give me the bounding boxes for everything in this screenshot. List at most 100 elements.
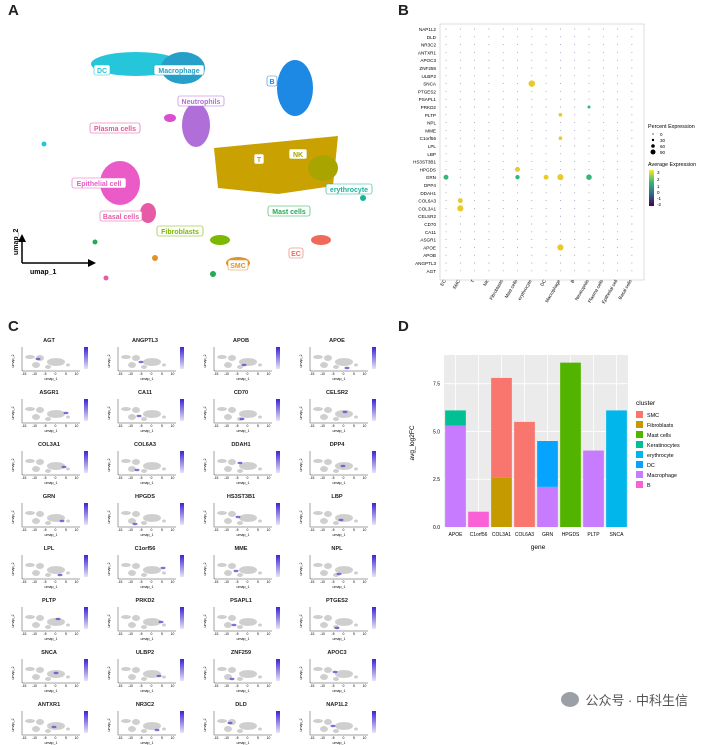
dot-baseline (459, 176, 461, 178)
dot-baseline (631, 59, 633, 61)
dot-baseline (459, 161, 461, 163)
feature-plot: COL6A3 umap_2 -15 -10 -5 0 5 10 umap_1 (104, 442, 186, 485)
expression-highlight (233, 569, 239, 573)
cell-cloud (66, 363, 70, 367)
cell-cloud (143, 722, 161, 730)
feature-colorbar (84, 607, 88, 629)
dot-baseline (474, 215, 476, 217)
dot-baseline (559, 44, 561, 46)
feature-plot-title: NAP1L2 (326, 702, 348, 708)
cell-cloud (45, 521, 51, 525)
feature-xlabel: umap_1 (45, 637, 58, 641)
dot-baseline (474, 200, 476, 202)
dot-baseline (602, 122, 604, 124)
dot-baseline (531, 262, 533, 264)
feature-x-tick: -5 (43, 684, 46, 688)
bar-segment (491, 377, 512, 478)
umap-xlabel: umap_1 (30, 269, 57, 276)
panel-label-d: D (398, 318, 409, 335)
bar-segment (606, 410, 627, 527)
dot-baseline (617, 153, 619, 155)
dot-baseline (488, 28, 490, 30)
dot-baseline (474, 122, 476, 124)
label-mast-cells: Mast cells (267, 205, 311, 217)
feature-x-tick: -10 (32, 736, 37, 740)
dot-baseline (502, 231, 504, 233)
dot-baseline (617, 168, 619, 170)
dot-baseline (559, 254, 561, 256)
feature-xlabel: umap_1 (237, 429, 250, 433)
cell-cloud (32, 674, 40, 680)
expression-dot (558, 136, 563, 141)
svg-text:Fibroblasts: Fibroblasts (161, 229, 199, 236)
cell-cloud (141, 573, 147, 577)
feature-x-tick: 5 (257, 528, 259, 532)
cell-cloud (162, 623, 166, 627)
dot-baseline (602, 215, 604, 217)
feature-ylabel: umap_2 (299, 355, 303, 368)
dot-baseline (602, 90, 604, 92)
cell-cloud (141, 417, 147, 421)
feature-xlabel: umap_1 (237, 481, 250, 485)
feature-x-tick: 10 (363, 528, 367, 532)
expression-highlight (53, 671, 59, 675)
dot-baseline (488, 90, 490, 92)
dot-baseline (574, 270, 576, 272)
feature-x-tick: -15 (214, 736, 219, 740)
cell-cloud (32, 622, 40, 628)
cell-cloud (320, 414, 328, 420)
cell-cloud (128, 414, 136, 420)
feature-plot: DDAH1 umap_2 -15 -10 -5 0 5 10 umap_1 (200, 442, 282, 485)
dot-baseline (574, 75, 576, 77)
dot-baseline (531, 28, 533, 30)
cluster-neutrophils (182, 103, 210, 147)
dot-baseline (631, 51, 633, 53)
cell-cloud (121, 563, 131, 567)
feature-colorbar (372, 399, 376, 421)
feature-x-tick: 0 (343, 684, 345, 688)
cell-cloud (47, 566, 65, 574)
dot-baseline (445, 184, 447, 186)
dot-baseline (474, 59, 476, 61)
dot-baseline (531, 114, 533, 116)
dot-baseline (574, 239, 576, 241)
feature-x-tick: -15 (214, 476, 219, 480)
dot-baseline (545, 184, 547, 186)
dot-baseline (631, 161, 633, 163)
feature-x-tick: 10 (75, 528, 79, 532)
feature-x-tick: 0 (55, 424, 57, 428)
cell-cloud (47, 722, 65, 730)
dot-baseline (602, 254, 604, 256)
expression-highlight (154, 728, 160, 732)
cluster-ec (311, 235, 331, 245)
cell-cloud (239, 514, 257, 522)
feature-plot-canvas: umap_2 -15 -10 -5 0 5 10 umap_1 (203, 555, 280, 589)
feature-x-tick: 0 (247, 580, 249, 584)
dot-baseline (559, 168, 561, 170)
feature-colorbar (84, 451, 88, 473)
cell-cloud (162, 415, 166, 419)
label-ec: EC (288, 247, 304, 259)
svg-text:30: 30 (660, 138, 666, 143)
cell-cloud (141, 677, 147, 681)
feature-x-tick: 5 (65, 736, 67, 740)
cell-cloud (313, 563, 323, 567)
feature-colorbar (372, 607, 376, 629)
dot-baseline (474, 207, 476, 209)
dot-baseline (559, 106, 561, 108)
dot-baseline (474, 239, 476, 241)
feature-x-tick: 5 (257, 476, 259, 480)
dot-baseline (474, 137, 476, 139)
cell-cloud (132, 615, 140, 621)
expression-dot (558, 112, 563, 117)
cell-cloud (224, 466, 232, 472)
panel-label-b: B (398, 2, 409, 19)
feature-x-tick: -5 (43, 424, 46, 428)
feature-x-tick: 0 (247, 632, 249, 636)
cluster-stray-5 (210, 271, 216, 277)
feature-ylabel: umap_2 (203, 667, 207, 680)
feature-colorbar (180, 503, 184, 525)
dot-baseline (488, 231, 490, 233)
dot-baseline (517, 145, 518, 147)
label-erythrocyte: erythrocyte (325, 183, 373, 195)
